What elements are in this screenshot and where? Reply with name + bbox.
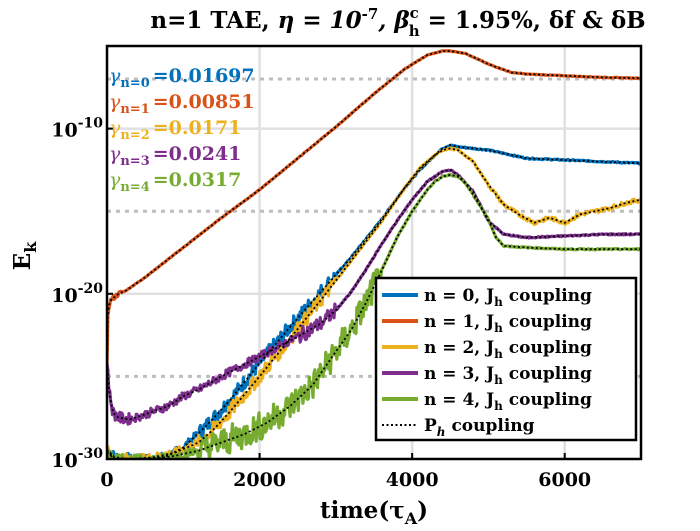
growth-rate-n2: γn=2 =0.0171 bbox=[109, 117, 241, 143]
series-lines bbox=[107, 49, 641, 459]
legend-label-4: n = 4, Jh coupling bbox=[424, 390, 592, 413]
reference-line-n3 bbox=[107, 168, 641, 421]
legend-label-3: n = 3, Jh coupling bbox=[424, 364, 592, 387]
legend-box bbox=[374, 276, 638, 442]
growth-rate-n1: γn=1 =0.00851 bbox=[109, 91, 255, 117]
growth-rate-n0: γn=0 =0.01697 bbox=[109, 65, 255, 91]
legend-label-2: n = 2, Jh coupling bbox=[424, 338, 592, 361]
reference-line-n2 bbox=[107, 147, 641, 459]
reference-line-n0 bbox=[107, 144, 641, 459]
y-tick-label-0: 10-10 bbox=[51, 116, 103, 142]
x-axis-label: time(τA) bbox=[320, 497, 428, 528]
series-line-n3 bbox=[107, 168, 641, 426]
plot-frame bbox=[105, 44, 643, 461]
reference-line-n1 bbox=[107, 50, 641, 369]
legend-label-0: n = 0, Jh coupling bbox=[424, 286, 592, 309]
x-tick-label-0: 0 bbox=[100, 469, 113, 491]
x-tick-label-2: 4000 bbox=[386, 469, 439, 491]
y-tick-label-1: 10-20 bbox=[51, 281, 103, 307]
chart-title: n=1 TAE, η = 10-7, βc h = 1.95%, δf & δB bbox=[150, 4, 645, 40]
legend-label-5: Ph coupling bbox=[424, 416, 535, 439]
y-axis-label: Ek bbox=[9, 241, 40, 271]
y-tick-label-2: 10-30 bbox=[51, 446, 103, 472]
legend: n = 0, Jh coupling n = 1, Jh coupling n = … bbox=[374, 276, 638, 442]
ticks: 0 2000 4000 6000 10-10 10-20 10-30 bbox=[51, 116, 591, 491]
x-tick-label-3: 6000 bbox=[538, 469, 591, 491]
x-tick-label-1: 2000 bbox=[233, 469, 286, 491]
legend-label-1: n = 1, Jh coupling bbox=[424, 312, 592, 335]
growth-rate-n3: γn=3 =0.0241 bbox=[109, 143, 241, 169]
series-line-n4 bbox=[107, 172, 641, 459]
growth-rate-n4: γn=4 =0.0317 bbox=[109, 169, 241, 195]
